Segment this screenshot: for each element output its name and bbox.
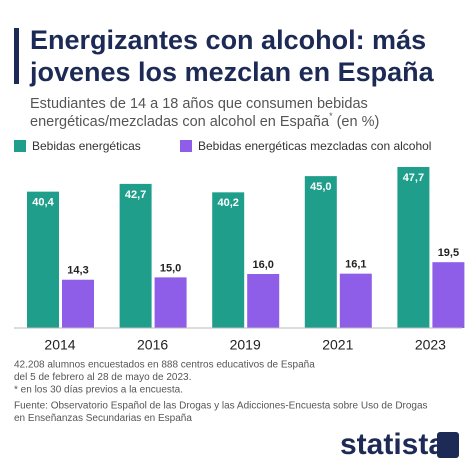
subtitle-line: Estudiantes de 14 a 18 años que consumen… [30, 96, 368, 112]
chart-subtitle: energéticas/mezcladas con alcohol en Esp… [30, 111, 379, 129]
legend-swatch [180, 140, 192, 152]
bar [339, 273, 372, 328]
bar [304, 176, 337, 328]
chart-subtitle: Estudiantes de 14 a 18 años que consumen… [30, 96, 368, 112]
bar [119, 183, 152, 328]
title-accent [14, 28, 19, 84]
legend-label: Bebidas energéticas mezcladas con alcoho… [198, 139, 431, 153]
bar [397, 167, 430, 328]
subtitle-mark: * [329, 111, 333, 121]
chart-title: Energizantes con alcohol: más [30, 25, 426, 55]
footnote: 42.208 alumnos encuestados en 888 centro… [14, 360, 315, 371]
value-label: 16,0 [252, 259, 273, 271]
x-tick-label: 2014 [44, 337, 75, 353]
logo-icon [437, 432, 459, 458]
source: en Enseñanzas Secundarias en España [14, 413, 192, 424]
x-tick-label: 2021 [322, 337, 353, 353]
value-label: 42,7 [125, 189, 146, 201]
bar [247, 274, 280, 328]
value-label: 40,2 [217, 197, 238, 209]
bar [62, 279, 94, 328]
footnote: del 5 de febrero al 28 de mayo de 2023. [14, 372, 191, 383]
bar [432, 262, 465, 328]
x-tick-label: 2019 [230, 337, 261, 353]
value-label: 14,3 [67, 265, 88, 277]
footnote: * en los 30 días previos a la encuesta. [14, 385, 183, 396]
x-tick-label: 2023 [415, 337, 446, 353]
value-label: 16,1 [345, 259, 366, 271]
value-label: 47,7 [403, 172, 424, 184]
chart-title: jovenes los mezclan en España [29, 57, 435, 87]
legend-swatch [14, 140, 26, 152]
subtitle-line: energéticas/mezcladas con alcohol en Esp… [30, 114, 330, 130]
value-label: 15,0 [160, 262, 181, 274]
logo: statista [340, 428, 445, 461]
bar [27, 191, 59, 328]
bar [212, 192, 245, 328]
legend-label: Bebidas energéticas [32, 139, 141, 153]
source: Fuente: Observatorio Español de las Drog… [14, 401, 428, 412]
value-label: 19,5 [438, 247, 459, 259]
bar [154, 277, 187, 328]
subtitle-unit: (en %) [337, 114, 380, 130]
x-tick-label: 2016 [137, 337, 168, 353]
value-label: 40,4 [32, 197, 54, 209]
value-label: 45,0 [310, 181, 331, 193]
